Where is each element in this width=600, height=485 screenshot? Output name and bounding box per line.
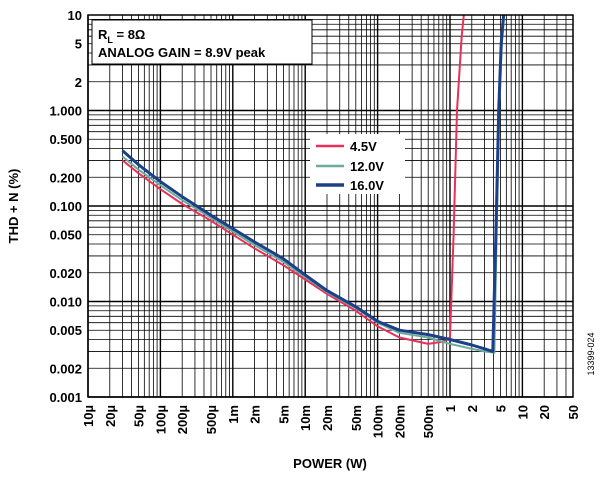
y-tick-label: 5 bbox=[75, 37, 82, 52]
y-tick-label: 0.005 bbox=[49, 323, 82, 338]
x-tick-label: 20µ bbox=[103, 405, 118, 427]
y-tick-labels: 10 5 2 1.000 0.500 0.200 0.100 0.050 0.020 0.010 0… bbox=[49, 8, 82, 405]
x-tick-label: 2 bbox=[465, 405, 480, 412]
legend: 4.5V 12.0V 16.0V bbox=[310, 134, 405, 194]
annotation-load: RL = 8Ω bbox=[98, 27, 145, 45]
annotation-box: RL = 8Ω ANALOG GAIN = 8.9V peak bbox=[91, 19, 313, 65]
legend-label-16v: 16.0V bbox=[350, 178, 384, 193]
y-tick-label: 0.002 bbox=[49, 361, 82, 376]
y-tick-label: 0.020 bbox=[49, 266, 82, 281]
x-tick-label: 10m bbox=[298, 405, 313, 431]
x-tick-label: 10µ bbox=[81, 405, 96, 427]
legend-label-12v: 12.0V bbox=[350, 159, 384, 174]
x-tick-label: 5m bbox=[276, 405, 291, 424]
series-line-16-0v bbox=[121, 15, 506, 353]
x-tick-label: 1m bbox=[226, 405, 241, 424]
figure-id: 13399-024 bbox=[586, 332, 596, 375]
annotation-load-subscript: L bbox=[107, 35, 113, 45]
y-tick-label: 0.001 bbox=[49, 390, 82, 405]
x-tick-label: 200m bbox=[392, 405, 407, 438]
x-tick-label: 50m bbox=[349, 405, 364, 431]
x-tick-label: 50µ bbox=[132, 405, 147, 427]
y-tick-label: 0.010 bbox=[49, 295, 82, 310]
annotation-background bbox=[91, 19, 313, 65]
x-tick-label: 100m bbox=[371, 405, 386, 438]
y-tick-label: 0.500 bbox=[49, 132, 82, 147]
x-tick-label: 50 bbox=[566, 405, 581, 419]
series-line-4-5v bbox=[121, 15, 465, 345]
y-tick-label: 0.100 bbox=[49, 199, 82, 214]
x-tick-label: 10 bbox=[515, 405, 530, 419]
plot-frame bbox=[87, 14, 574, 398]
x-tick-label: 2m bbox=[248, 405, 263, 424]
y-tick-label: 0.050 bbox=[49, 228, 82, 243]
y-axis-title: THD + N (%) bbox=[6, 169, 21, 244]
x-tick-label: 100µ bbox=[153, 405, 168, 434]
legend-label-4-5v: 4.5V bbox=[350, 139, 377, 154]
x-axis-title: POWER (W) bbox=[293, 456, 367, 471]
x-tick-label: 20m bbox=[320, 405, 335, 431]
annotation-gain: ANALOG GAIN = 8.9V peak bbox=[98, 45, 266, 60]
x-tick-label: 20 bbox=[537, 405, 552, 419]
y-tick-label: 10 bbox=[68, 8, 82, 23]
y-tick-label: 0.200 bbox=[49, 170, 82, 185]
y-tick-label: 1.000 bbox=[49, 104, 82, 119]
x-tick-label: 200µ bbox=[175, 405, 190, 434]
x-tick-label: 5 bbox=[494, 405, 509, 412]
x-tick-label: 500m bbox=[421, 405, 436, 438]
x-tick-label: 500µ bbox=[204, 405, 219, 434]
y-tick-label: 2 bbox=[75, 75, 82, 90]
x-tick-label: 1 bbox=[443, 405, 458, 412]
x-tick-labels: 10µ 20µ 50µ 100µ 200µ 500µ 1m 2m 5m 10m 20m 50m 100m… bbox=[81, 405, 581, 438]
series-layer bbox=[121, 15, 506, 354]
